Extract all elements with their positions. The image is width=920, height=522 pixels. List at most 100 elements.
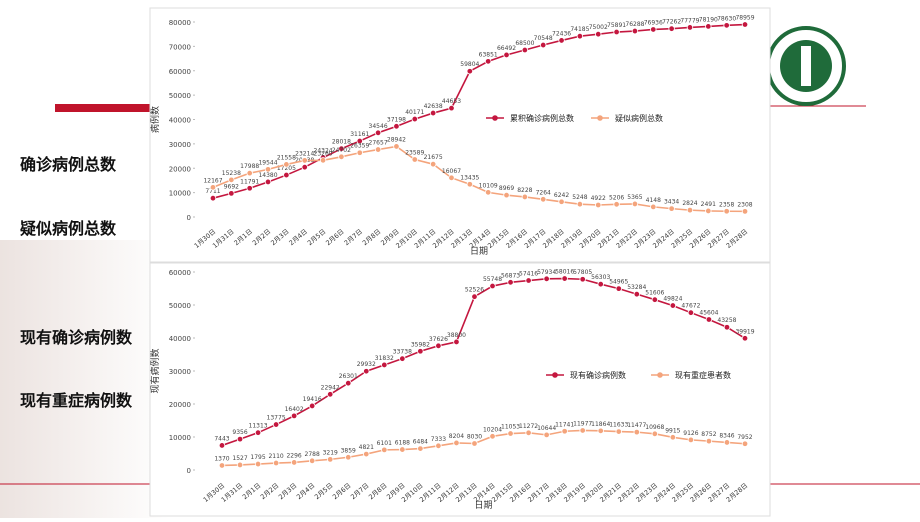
data-point [540, 196, 547, 203]
data-point [561, 275, 568, 282]
legend-marker [597, 115, 603, 121]
data-label: 8204 [449, 433, 464, 440]
data-point [489, 433, 496, 440]
data-point [209, 195, 217, 202]
data-point [723, 324, 731, 331]
data-label: 4922 [591, 195, 606, 202]
background-photo [0, 240, 170, 518]
data-point [561, 428, 568, 435]
data-label: 51606 [645, 290, 664, 297]
data-label: 11053 [501, 424, 520, 431]
data-label: 78630 [717, 15, 736, 22]
data-label: 16402 [285, 406, 304, 413]
data-point [399, 355, 406, 362]
data-point [521, 46, 529, 54]
data-point [374, 146, 382, 153]
y-tick-label: 40000 [169, 117, 191, 125]
data-label: 43258 [717, 317, 736, 324]
data-label: 35982 [411, 341, 430, 348]
data-label: 37626 [429, 336, 448, 343]
side-label: 确诊病例总数 [20, 155, 117, 174]
data-label: 75002 [589, 24, 608, 31]
y-tick-label: 70000 [169, 43, 191, 51]
data-label: 31161 [350, 131, 369, 138]
data-label: 37198 [387, 116, 406, 123]
data-point [543, 275, 550, 283]
data-label: 42638 [424, 103, 443, 110]
data-point [503, 191, 510, 199]
data-point [411, 115, 418, 123]
data-label: 76936 [644, 19, 663, 26]
data-label: 4821 [359, 444, 374, 451]
data-label: 5365 [627, 194, 642, 201]
data-label: 14380 [258, 172, 277, 179]
data-point [558, 198, 565, 205]
data-label: 10109 [479, 182, 498, 189]
data-point [338, 145, 345, 152]
data-label: 2296 [286, 452, 301, 459]
data-label: 52526 [465, 287, 484, 294]
data-label: 74185 [570, 26, 589, 33]
data-point [319, 157, 327, 164]
data-label: 10204 [483, 426, 502, 433]
chart-panel [149, 262, 771, 517]
data-label: 6484 [413, 439, 428, 446]
data-label: 2824 [682, 200, 697, 207]
data-label: 31832 [375, 355, 394, 362]
data-label: 2788 [305, 451, 320, 458]
data-point [489, 282, 496, 290]
data-point [290, 459, 298, 466]
data-point [521, 193, 529, 201]
data-point [741, 208, 749, 215]
data-label: 19544 [258, 159, 277, 166]
data-label: 7952 [737, 434, 752, 441]
data-label: 3859 [341, 447, 356, 454]
data-label: 7711 [205, 188, 220, 195]
data-label: 2110 [268, 453, 283, 460]
side-label: 现有确诊病例数 [20, 328, 133, 347]
data-label: 27657 [369, 140, 388, 147]
data-label: 12167 [203, 177, 222, 184]
data-point [705, 437, 713, 445]
legend-marker [657, 372, 663, 378]
data-label: 3219 [323, 449, 338, 456]
data-point [363, 450, 370, 458]
data-label: 1527 [232, 455, 247, 462]
data-point [723, 439, 731, 446]
data-label: 1370 [214, 455, 229, 462]
data-label: 9692 [224, 183, 239, 190]
accent-bar [55, 104, 150, 112]
data-label: 8228 [517, 187, 532, 194]
data-point [264, 178, 272, 186]
data-label: 53284 [627, 284, 646, 291]
data-label: 33738 [393, 349, 412, 356]
data-point [448, 174, 455, 182]
data-point [633, 290, 640, 298]
data-point [301, 163, 308, 171]
data-point [741, 21, 749, 28]
x-axis-title: 日期 [470, 246, 488, 257]
data-point [705, 207, 712, 215]
data-point [650, 203, 657, 211]
data-label: 26301 [339, 373, 358, 380]
data-label: 22942 [321, 384, 340, 391]
data-point [411, 156, 418, 163]
data-label: 26359 [350, 143, 369, 150]
data-point [543, 431, 550, 439]
y-tick-label: 60000 [169, 269, 191, 277]
data-label: 6188 [395, 440, 410, 447]
data-point [579, 276, 586, 283]
side-label: 疑似病例总数 [20, 219, 117, 238]
data-point [484, 58, 492, 65]
data-point [669, 302, 677, 309]
data-label: 11864 [591, 421, 610, 428]
data-label: 59804 [460, 61, 479, 68]
data-label: 45604 [699, 310, 718, 317]
data-label: 57934 [537, 269, 556, 276]
data-point [597, 427, 604, 435]
data-point [687, 436, 695, 444]
data-point [453, 338, 460, 346]
data-point [272, 421, 280, 428]
legend-label: 现有重症患者数 [675, 370, 731, 380]
data-point [597, 281, 604, 288]
